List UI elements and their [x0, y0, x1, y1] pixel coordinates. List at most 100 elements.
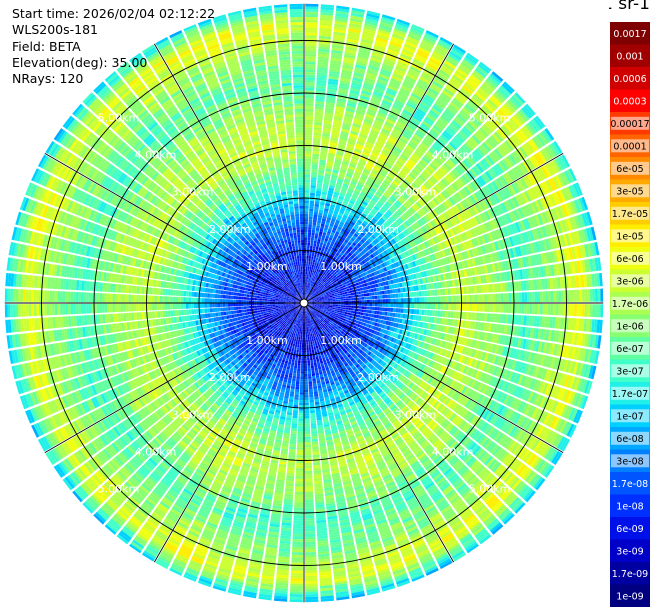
range-gate-cell	[325, 99, 336, 104]
range-gate-cell	[414, 303, 417, 309]
range-gate-cell	[390, 205, 397, 212]
range-gate-cell	[414, 297, 417, 303]
range-gate-cell	[344, 113, 354, 118]
range-gate-cell	[313, 135, 321, 139]
range-gate-cell	[307, 296, 310, 300]
range-gate-cell	[502, 141, 512, 153]
range-gate-cell	[374, 238, 380, 244]
range-gate-cell	[397, 60, 409, 68]
range-gate-cell	[315, 290, 318, 293]
range-gate-cell	[347, 216, 353, 221]
range-gate-cell	[306, 290, 308, 293]
range-gate-cell	[377, 29, 391, 36]
range-gate-cell	[374, 223, 380, 229]
range-gate-cell	[419, 103, 429, 111]
range-gate-cell	[338, 87, 349, 93]
range-gate-cell	[453, 118, 464, 127]
range-gate-cell	[425, 181, 433, 189]
range-gate-cell	[313, 137, 321, 142]
range-gate-cell	[494, 112, 505, 123]
range-gate-cell	[401, 151, 410, 159]
range-gate-cell	[310, 277, 312, 281]
range-gate-cell	[545, 304, 549, 315]
range-gate-cell	[312, 281, 315, 285]
range-gate-cell	[421, 98, 432, 107]
range-gate-cell	[431, 144, 441, 153]
range-gate-cell	[366, 70, 378, 76]
range-gate-cell	[313, 132, 322, 136]
range-gate-cell	[525, 123, 535, 136]
range-gate-cell	[360, 38, 373, 45]
range-gate-cell	[432, 310, 435, 317]
range-gate-cell	[304, 64, 316, 67]
range-gate-cell	[480, 160, 489, 170]
range-gate-cell	[422, 69, 435, 78]
range-gate-cell	[447, 158, 456, 168]
range-gate-cell	[327, 272, 331, 276]
range-gate-cell	[334, 161, 341, 166]
range-gate-cell	[466, 295, 470, 303]
range-gate-cell	[307, 271, 309, 275]
range-gate-cell	[367, 136, 376, 142]
range-gate-cell	[346, 146, 354, 151]
range-gate-cell	[469, 168, 478, 178]
range-gate-cell	[324, 270, 327, 274]
range-gate-cell	[505, 293, 509, 303]
range-gate-cell	[309, 274, 312, 278]
range-gate-cell	[307, 248, 310, 251]
range-gate-cell	[318, 46, 330, 50]
range-gate-cell	[311, 235, 315, 239]
range-gate-cell	[329, 243, 334, 247]
range-gate-cell	[409, 95, 420, 103]
range-gate-cell	[313, 267, 316, 271]
range-gate-cell	[440, 114, 451, 123]
range-gate-cell	[382, 205, 388, 211]
range-gate-cell	[324, 176, 331, 180]
range-gate-cell	[330, 271, 334, 275]
range-gate-cell	[370, 129, 380, 135]
range-gate-cell	[378, 199, 385, 205]
range-gate-cell	[361, 153, 369, 159]
range-gate-cell	[342, 183, 349, 188]
range-gate-cell	[304, 74, 315, 78]
range-gate-cell	[313, 140, 321, 144]
range-gate-cell	[359, 303, 362, 306]
range-gate-cell	[329, 185, 335, 189]
range-gate-cell	[308, 279, 310, 283]
range-gate-cell	[344, 54, 356, 59]
range-gate-cell	[339, 310, 343, 313]
range-gate-cell	[500, 293, 504, 303]
range-gate-cell	[399, 232, 405, 239]
range-gate-cell	[339, 193, 345, 198]
range-gate-cell	[324, 109, 334, 114]
range-gate-cell	[489, 97, 500, 108]
range-gate-cell	[521, 107, 532, 119]
range-gate-cell	[361, 306, 365, 310]
range-gate-cell	[314, 286, 318, 289]
range-gate-cell	[366, 139, 375, 145]
range-gate-cell	[322, 275, 326, 279]
range-gate-cell	[313, 282, 316, 285]
range-gate-cell	[355, 61, 367, 67]
range-gate-cell	[409, 156, 418, 164]
range-gate-cell	[304, 95, 314, 99]
range-gate-cell	[547, 291, 551, 302]
range-gate-cell	[374, 163, 383, 169]
range-gate-cell	[371, 170, 379, 176]
range-gate-cell	[574, 289, 577, 302]
range-gate-cell	[406, 144, 415, 152]
range-gate-cell	[364, 23, 377, 29]
range-gate-cell	[373, 165, 381, 171]
range-gate-cell	[375, 191, 383, 197]
range-gate-cell	[463, 186, 471, 196]
range-gate-cell	[324, 304, 328, 306]
range-gate-cell	[404, 78, 416, 85]
range-gate-cell	[555, 304, 559, 316]
range-gate-cell	[330, 137, 339, 142]
range-gate-cell	[374, 310, 378, 315]
range-gate-cell	[305, 295, 306, 298]
range-gate-cell	[380, 233, 386, 239]
range-gate-cell	[369, 154, 378, 160]
range-gate-cell	[305, 27, 318, 31]
range-gate-cell	[306, 293, 309, 296]
